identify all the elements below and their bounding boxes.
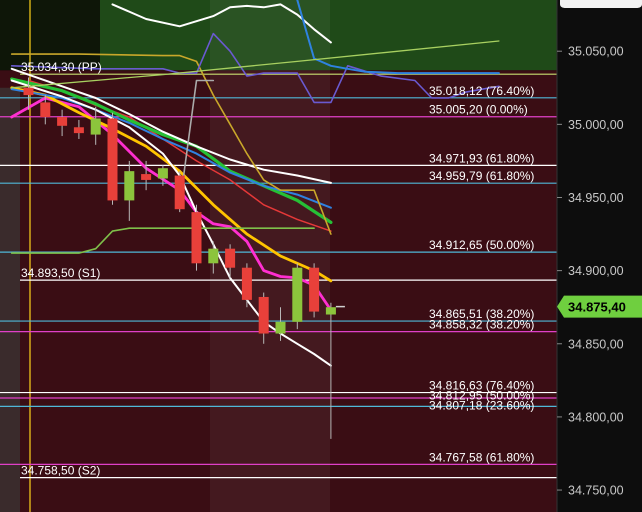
- candle[interactable]: [57, 109, 68, 137]
- candle[interactable]: [141, 160, 152, 191]
- axis-tick-label: 34.900,00: [568, 264, 624, 278]
- level-label: 34.767,58 (61.80%): [429, 450, 534, 464]
- axis-tick-label: 35.050,00: [568, 45, 624, 59]
- candle[interactable]: [225, 244, 236, 278]
- candle-body: [208, 248, 219, 264]
- level-label: 34.758,50 (S2): [21, 464, 100, 478]
- level-label: 34.971,93 (61.80%): [429, 151, 534, 165]
- candle[interactable]: [292, 263, 303, 330]
- candle-body: [225, 248, 236, 268]
- level-label: 35.034,30 (PP): [21, 60, 102, 74]
- candle-body: [325, 307, 336, 315]
- candle[interactable]: [275, 307, 286, 341]
- candle[interactable]: [258, 292, 269, 344]
- indicator-line: [10, 77, 333, 224]
- indicator-line: [11, 40, 500, 89]
- candle[interactable]: [191, 204, 202, 271]
- level-label: 34.959,79 (61.80%): [429, 169, 534, 183]
- price-axis-panel[interactable]: [557, 0, 642, 512]
- indicator-line: [296, 0, 500, 75]
- candle-body: [241, 267, 252, 300]
- candle[interactable]: [73, 119, 84, 139]
- top-right-corner-tab: [560, 0, 642, 8]
- level-label: 34.912,65 (50.00%): [429, 238, 534, 252]
- candle-body: [191, 212, 202, 264]
- indicator-lines-layer: [10, 0, 500, 367]
- candles-layer: [23, 77, 345, 439]
- candle-body: [107, 118, 118, 201]
- candle[interactable]: [90, 106, 101, 145]
- candle-body: [73, 127, 84, 134]
- current-price-tag-label: 34.875,40: [568, 300, 626, 315]
- current-price-tag: 34.875,40: [557, 295, 642, 318]
- candle[interactable]: [23, 77, 34, 110]
- candle[interactable]: [174, 171, 185, 213]
- candle[interactable]: [157, 165, 168, 186]
- candle-body: [157, 168, 168, 179]
- candle[interactable]: [107, 112, 118, 205]
- price-axis: 35.050,00 35.000,00 34.950,00 34.900,00 34.8…: [557, 45, 624, 498]
- candle-body: [309, 267, 320, 312]
- level-label: 34.807,18 (23.60%): [429, 399, 534, 413]
- level-label: 35.005,20 (0.00%): [429, 103, 528, 117]
- axis-tick-label: 34.800,00: [568, 410, 624, 424]
- level-labels-layer: 35.034,30 (PP) 35.018,12 (76.40%) 35.005,2…: [21, 60, 534, 477]
- indicator-line: [10, 53, 332, 235]
- candle[interactable]: [241, 263, 252, 308]
- candle-body: [23, 87, 34, 96]
- current-price-tag-shape: [557, 295, 642, 318]
- candle-body: [174, 175, 185, 210]
- candle[interactable]: [208, 241, 219, 274]
- candle[interactable]: [325, 302, 336, 439]
- candle-body: [292, 267, 303, 322]
- axis-tick-label: 35.000,00: [568, 118, 624, 132]
- left-edge-band: [0, 87, 20, 512]
- level-label: 34.893,50 (S1): [21, 266, 100, 280]
- level-label: 35.018,12 (76.40%): [429, 84, 534, 98]
- axis-tick-label: 34.750,00: [568, 484, 624, 498]
- indicator-line: [10, 67, 332, 184]
- candle[interactable]: [124, 160, 135, 221]
- candle-body: [141, 174, 152, 180]
- candle[interactable]: [40, 95, 51, 125]
- candle-body: [40, 102, 51, 118]
- candle-body: [90, 118, 101, 135]
- level-label: 34.865,51 (38.20%): [429, 307, 534, 321]
- axis-tick-label: 34.950,00: [568, 191, 624, 205]
- level-label: 34.816,63 (76.40%): [429, 379, 534, 393]
- indicator-line: [178, 79, 215, 206]
- candle-body: [258, 296, 269, 334]
- axis-tick-label: 34.850,00: [568, 337, 624, 351]
- bearish-zone: [0, 70, 557, 512]
- candle-body: [124, 171, 135, 201]
- indicator-line: [10, 227, 315, 254]
- dark-upper-zone: [0, 0, 100, 71]
- level-label: 34.858,32 (38.20%): [429, 318, 534, 332]
- candle-body: [275, 321, 286, 334]
- indicator-line: [10, 96, 333, 312]
- candle[interactable]: [309, 263, 320, 318]
- candle-body: [57, 117, 68, 126]
- level-label: 34.812,95 (50.00%): [429, 389, 534, 403]
